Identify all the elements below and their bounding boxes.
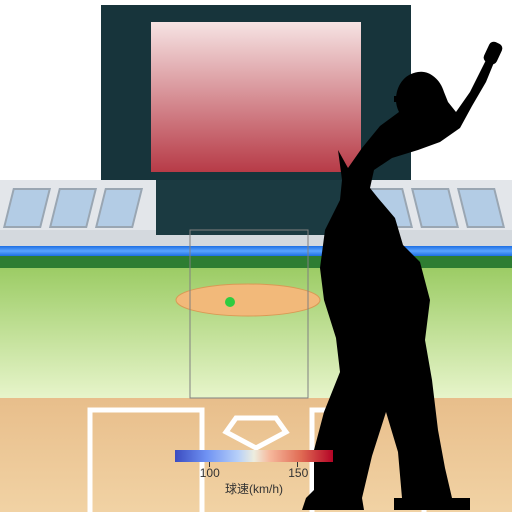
batter-silhouette (302, 48, 500, 510)
pitch-zone-chart: 100 150球速(km/h) (0, 0, 512, 512)
pitch-marker (225, 297, 235, 307)
pitchers-mound (176, 284, 320, 316)
colorbar-tick-label-1: 150 (283, 466, 313, 480)
home-plate (226, 418, 286, 448)
field-svg (0, 0, 512, 512)
colorbar-tick-label-0: 100 (195, 466, 225, 480)
helmet-brim (394, 96, 414, 102)
colorbar-axis-label: 球速(km/h) (175, 480, 333, 497)
speed-colorbar (175, 450, 333, 462)
